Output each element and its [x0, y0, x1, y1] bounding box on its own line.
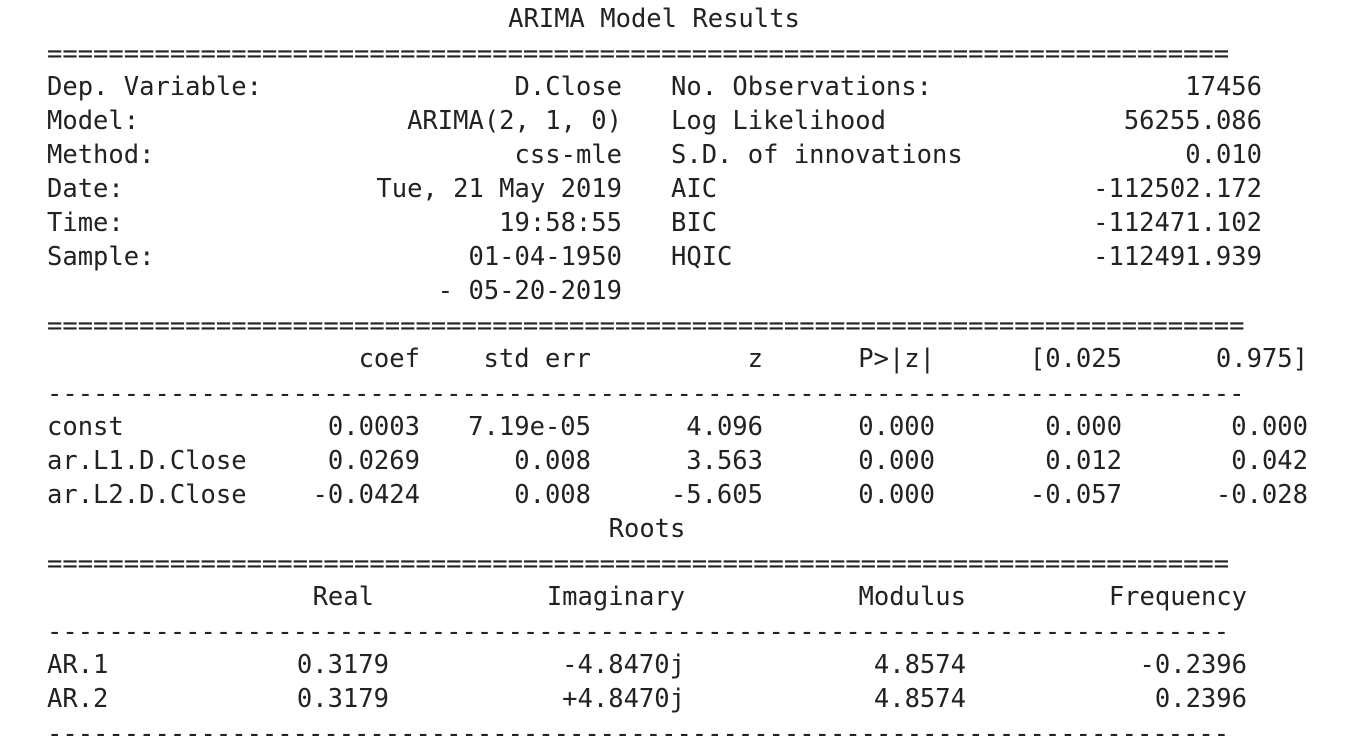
summary-label: Time: [47, 208, 124, 238]
summary-value: 01-04-1950 [468, 242, 622, 272]
summary-value: 19:58:55 [499, 208, 622, 238]
cell-value: 0.000 [858, 446, 935, 476]
cell-value: 0.0003 [327, 412, 420, 442]
cell-value: 0.008 [514, 480, 591, 510]
summary-value: D.Close [514, 72, 622, 102]
row-label: ar.L1.D.Close [47, 446, 247, 476]
row-label: AR.1 [47, 650, 109, 680]
cell-value: 4.8574 [873, 684, 966, 714]
separator-single: ----------------------------------------… [47, 719, 1230, 749]
column-header-ci-upper: 0.975] [1215, 344, 1308, 374]
column-header-ci-lower: [0.025 [1029, 344, 1122, 374]
column-header-frequency: Frequency [1108, 582, 1247, 612]
summary-label: Date: [47, 174, 124, 204]
summary-label: Model: [47, 106, 140, 136]
summary-value: 17456 [1185, 72, 1262, 102]
summary-label: BIC [671, 208, 718, 238]
column-header-real: Real [312, 582, 374, 612]
report-title: ARIMA Model Results [508, 4, 800, 34]
summary-label: No. Observations: [671, 72, 932, 102]
row-label: AR.2 [47, 684, 109, 714]
cell-value: 0.008 [514, 446, 591, 476]
summary-value: 56255.086 [1123, 106, 1262, 136]
cell-value: 0.2396 [1154, 684, 1247, 714]
cell-value: 0.000 [1231, 412, 1308, 442]
cell-value: 4.096 [686, 412, 763, 442]
row-label: ar.L2.D.Close [47, 480, 247, 510]
cell-value: 0.042 [1231, 446, 1308, 476]
summary-label: HQIC [671, 242, 733, 272]
separator-double: ========================================… [47, 39, 1230, 69]
cell-value: -5.605 [670, 480, 763, 510]
summary-value: -112471.102 [1093, 208, 1262, 238]
separator-double: ========================================… [47, 549, 1230, 579]
summary-label: AIC [671, 174, 718, 204]
summary-value: 0.010 [1185, 140, 1262, 170]
column-header-coef: coef [358, 344, 420, 374]
column-header-p-value: P>|z| [858, 344, 935, 374]
cell-value: 0.000 [858, 480, 935, 510]
separator-double: ========================================… [47, 311, 1245, 341]
summary-value: -112491.939 [1093, 242, 1262, 272]
cell-value: 0.000 [1045, 412, 1122, 442]
summary-label: S.D. of innovations [671, 140, 963, 170]
summary-label: Method: [47, 140, 155, 170]
summary-value: Tue, 21 May 2019 [376, 174, 622, 204]
cell-value: 7.19e-05 [468, 412, 591, 442]
summary-value: css-mle [514, 140, 622, 170]
cell-value: 4.8574 [873, 650, 966, 680]
separator-single: ----------------------------------------… [47, 617, 1230, 647]
cell-value: -0.0424 [312, 480, 420, 510]
summary-label: Sample: [47, 242, 155, 272]
cell-value: -0.057 [1029, 480, 1122, 510]
column-header-imaginary: Imaginary [546, 582, 685, 612]
cell-value: 0.3179 [296, 684, 389, 714]
cell-value: -4.8470j [562, 650, 685, 680]
row-label: const [47, 412, 124, 442]
column-header-std-err: std err [483, 344, 591, 374]
cell-value: +4.8470j [562, 684, 685, 714]
summary-label: Dep. Variable: [47, 72, 262, 102]
sample-end-value: - 05-20-2019 [437, 276, 622, 306]
cell-value: -0.2396 [1139, 650, 1247, 680]
cell-value: 0.0269 [327, 446, 420, 476]
column-header-z: z [747, 344, 763, 374]
cell-value: 0.012 [1045, 446, 1122, 476]
cell-value: -0.028 [1215, 480, 1308, 510]
separator-single: ----------------------------------------… [47, 379, 1245, 409]
cell-value: 3.563 [686, 446, 763, 476]
summary-label: Log Likelihood [671, 106, 886, 136]
column-header-modulus: Modulus [858, 582, 966, 612]
cell-value: 0.3179 [296, 650, 389, 680]
roots-title: Roots [608, 514, 686, 544]
summary-value: ARIMA(2, 1, 0) [407, 106, 622, 136]
summary-value: -112502.172 [1093, 174, 1262, 204]
cell-value: 0.000 [858, 412, 935, 442]
